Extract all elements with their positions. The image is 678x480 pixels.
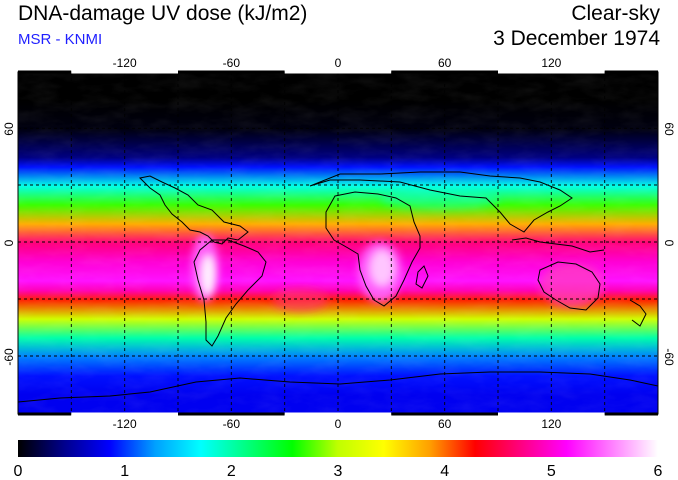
latitude-label: -60 (2, 348, 16, 366)
date-label: 3 December 1974 (493, 27, 660, 50)
peak-patches (191, 190, 604, 312)
colorbar: 0 1 2 3 4 5 6 (14, 440, 663, 480)
longitude-label: 0 (335, 417, 342, 431)
eurasia-coast (309, 171, 573, 233)
africa-coast (325, 191, 421, 307)
latitude-label: 0 (2, 239, 16, 246)
longitude-label: 0 (335, 56, 342, 70)
longitude-label: -120 (113, 56, 137, 70)
colorbar-scale (18, 440, 658, 457)
longitude-label: 60 (438, 417, 452, 431)
graticule (18, 72, 658, 414)
longitude-label: -60 (223, 417, 241, 431)
south-america-coast (193, 239, 267, 347)
colorbar-tick-label: 6 (654, 463, 663, 480)
australia-coast (537, 261, 601, 311)
source-label: MSR - KNMI (18, 31, 103, 48)
sky-condition-label: Clear-sky (571, 2, 660, 25)
indonesia-coast (511, 237, 605, 253)
colorbar-tick-label: 3 (334, 463, 343, 480)
latitude-label: 0 (662, 240, 676, 247)
colorbar-tick-label: 1 (120, 463, 129, 480)
south-atlantic-band (272, 288, 328, 312)
longitude-label: 120 (541, 56, 561, 70)
dose-field (18, 72, 658, 414)
longitude-labels-top: -120 -60 0 60 120 (113, 56, 562, 70)
longitude-label: 60 (438, 56, 452, 70)
south-america-core (201, 255, 215, 295)
colorbar-tick-label: 4 (440, 463, 449, 480)
latitude-label: 60 (662, 122, 676, 136)
latitude-labels-left: 60 0 -60 (2, 122, 16, 366)
longitude-label: 120 (541, 417, 561, 431)
latitude-label: -60 (662, 348, 676, 366)
coastlines (18, 171, 658, 403)
longitude-label: -120 (113, 417, 137, 431)
colorbar-tick-label: 0 (14, 463, 23, 480)
colorbar-tick-label: 2 (227, 463, 236, 480)
latitude-label: 60 (2, 122, 16, 136)
southern-africa-core (370, 250, 394, 286)
australia-peak (540, 263, 604, 307)
colorbar-tick-labels: 0 1 2 3 4 5 6 (14, 463, 663, 480)
colorbar-tick-label: 5 (547, 463, 556, 480)
latitude-labels-right: 60 0 -60 (662, 122, 676, 366)
longitude-labels-bottom: -120 -60 0 60 120 (113, 417, 562, 431)
antarctica-coast (18, 371, 658, 403)
north-band-streak (380, 190, 500, 210)
map-title: DNA-damage UV dose (kJ/m2) (18, 2, 308, 25)
new-zealand-coast (629, 299, 647, 327)
longitude-label: -60 (223, 56, 241, 70)
madagascar-coast (415, 265, 429, 289)
north-america-coast (138, 175, 249, 245)
map-frame (17, 70, 659, 416)
